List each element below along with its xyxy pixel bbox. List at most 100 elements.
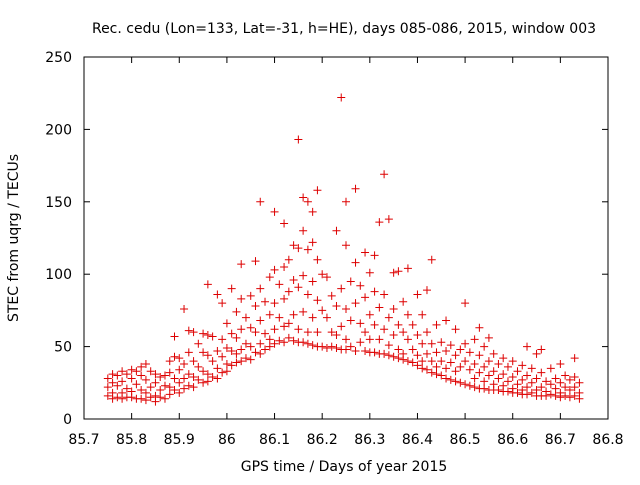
data-point <box>237 345 246 354</box>
data-point <box>246 355 255 364</box>
data-point <box>513 367 522 376</box>
data-point <box>141 375 150 384</box>
data-point <box>337 93 346 102</box>
data-point <box>546 364 555 373</box>
data-point <box>470 383 479 392</box>
data-point <box>213 290 222 299</box>
data-point <box>284 255 293 264</box>
data-point <box>556 378 565 387</box>
data-point <box>189 328 198 337</box>
data-point <box>218 352 227 361</box>
data-point <box>446 358 455 367</box>
y-tick-label: 250 <box>45 50 72 66</box>
data-point <box>322 313 331 322</box>
data-point <box>480 362 489 371</box>
data-point <box>451 325 460 334</box>
data-point <box>156 373 165 382</box>
x-tick-label: 86.2 <box>307 432 338 448</box>
data-point <box>370 251 379 260</box>
data-point <box>342 335 350 344</box>
data-point <box>556 393 565 402</box>
data-point <box>227 346 236 355</box>
data-point <box>523 371 532 380</box>
data-point <box>551 384 560 393</box>
data-point <box>561 371 570 380</box>
data-point <box>503 387 512 396</box>
data-point <box>403 310 412 319</box>
data-point <box>380 290 389 299</box>
data-point <box>303 339 312 348</box>
data-point <box>265 335 274 344</box>
data-point <box>508 373 517 382</box>
data-point <box>475 323 484 332</box>
data-point <box>203 351 212 360</box>
data-point <box>180 374 189 383</box>
data-point <box>303 328 312 337</box>
data-point <box>246 323 255 332</box>
x-tick-label: 86.6 <box>497 432 528 448</box>
data-point <box>108 378 117 387</box>
y-tick-label: 50 <box>54 340 72 356</box>
data-point <box>232 358 241 367</box>
data-point <box>146 367 155 376</box>
data-point <box>342 304 350 313</box>
data-point <box>332 331 341 340</box>
chart-title: Rec. cedu (Lon=133, Lat=-31, h=HE), days… <box>92 21 596 37</box>
data-point <box>489 367 498 376</box>
data-point <box>280 219 289 228</box>
data-point <box>184 348 193 357</box>
data-point <box>413 290 422 299</box>
data-point <box>256 349 265 358</box>
data-point <box>261 329 270 338</box>
data-point <box>556 359 565 368</box>
data-point <box>156 393 165 402</box>
data-point <box>237 325 246 334</box>
x-tick-label: 86.5 <box>450 432 481 448</box>
data-point <box>237 260 246 269</box>
data-point <box>465 365 474 374</box>
data-point <box>265 310 274 319</box>
data-point <box>403 264 412 273</box>
data-point <box>299 193 308 202</box>
data-point <box>427 368 436 377</box>
data-point <box>103 391 112 400</box>
data-point <box>408 320 417 329</box>
data-point <box>461 380 470 389</box>
data-point <box>170 386 179 395</box>
data-point <box>165 383 174 392</box>
data-point <box>342 197 350 206</box>
data-point <box>403 357 412 366</box>
data-point <box>518 375 527 384</box>
data-point <box>570 383 579 392</box>
data-point <box>308 313 317 322</box>
data-point <box>518 361 527 370</box>
data-point <box>256 339 265 348</box>
data-point <box>351 184 360 193</box>
data-point <box>513 380 522 389</box>
data-point <box>356 319 365 328</box>
data-point <box>551 374 560 383</box>
data-point <box>303 197 312 206</box>
data-point <box>413 351 422 360</box>
data-point <box>332 226 341 235</box>
data-point <box>213 364 222 373</box>
data-point <box>442 374 451 383</box>
data-point <box>280 262 289 271</box>
x-tick-label: 86.3 <box>354 432 385 448</box>
data-point <box>256 284 265 293</box>
data-point <box>322 344 331 353</box>
data-point <box>437 357 446 366</box>
data-point <box>370 348 379 357</box>
data-point <box>151 397 160 406</box>
data-point <box>280 322 289 331</box>
data-point <box>422 349 431 358</box>
x-axis: 85.7 85.8 85.9 86 86.1 86.2 86.3 86.4 86.5 86.6 86… <box>68 57 624 448</box>
data-point <box>342 345 350 354</box>
data-point <box>327 328 336 337</box>
data-point <box>361 328 370 337</box>
data-point <box>461 339 470 348</box>
data-point <box>232 307 241 316</box>
data-point <box>318 342 327 351</box>
data-point <box>432 370 441 379</box>
data-point <box>251 328 260 337</box>
